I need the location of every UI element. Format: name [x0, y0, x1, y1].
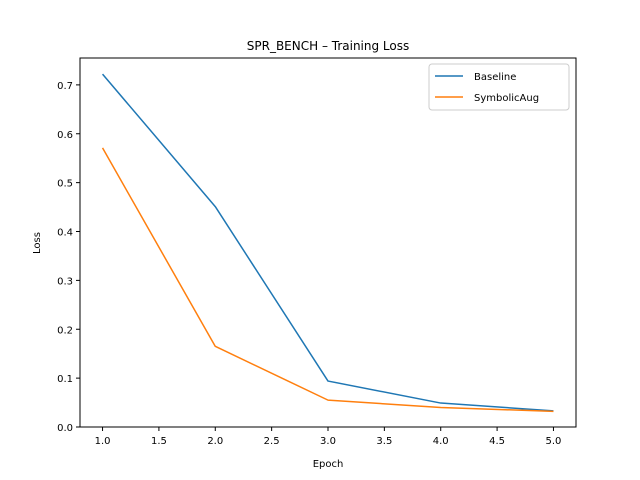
legend: Baseline SymbolicAug: [428, 63, 570, 111]
y-tick-label: 0.1: [57, 374, 73, 385]
legend-box: [428, 63, 570, 111]
plot-frame: [79, 57, 577, 428]
x-tick-label: 1.0: [95, 436, 111, 447]
x-tick-label: 4.5: [489, 436, 505, 447]
series-line-symbolicaug: [101, 147, 554, 413]
y-tick-label: 0.7: [57, 81, 73, 92]
x-tick-label: 3.0: [320, 436, 336, 447]
x-tick-label: 2.5: [264, 436, 280, 447]
x-tick-label: 4.0: [433, 436, 449, 447]
chart-title: SPR_BENCH – Training Loss: [247, 39, 410, 53]
y-tick-label: 0.3: [57, 276, 73, 287]
y-tick-label: 0.4: [57, 228, 73, 239]
y-axis-label: Loss: [32, 232, 43, 254]
x-axis: 1.0 1.5 2.0 2.5 3.0 3.5 4.0 4.5 5.0: [95, 427, 562, 447]
x-tick-label: 5.0: [546, 436, 562, 447]
legend-label: SymbolicAug: [474, 93, 539, 104]
x-axis-label: Epoch: [313, 459, 344, 470]
legend-label: Baseline: [474, 72, 516, 83]
y-tick-label: 0.0: [57, 423, 73, 434]
series-line-baseline: [101, 73, 554, 412]
y-tick-label: 0.5: [57, 179, 73, 190]
x-tick-label: 1.5: [151, 436, 167, 447]
y-tick-label: 0.6: [57, 130, 73, 141]
x-tick-label: 3.5: [376, 436, 392, 447]
series-layer: [101, 73, 554, 413]
plot-area: [79, 57, 577, 428]
y-tick-label: 0.2: [57, 325, 73, 336]
y-axis: 0.0 0.1 0.2 0.3 0.4 0.5 0.6 0.7: [57, 81, 80, 434]
x-tick-label: 2.0: [207, 436, 223, 447]
